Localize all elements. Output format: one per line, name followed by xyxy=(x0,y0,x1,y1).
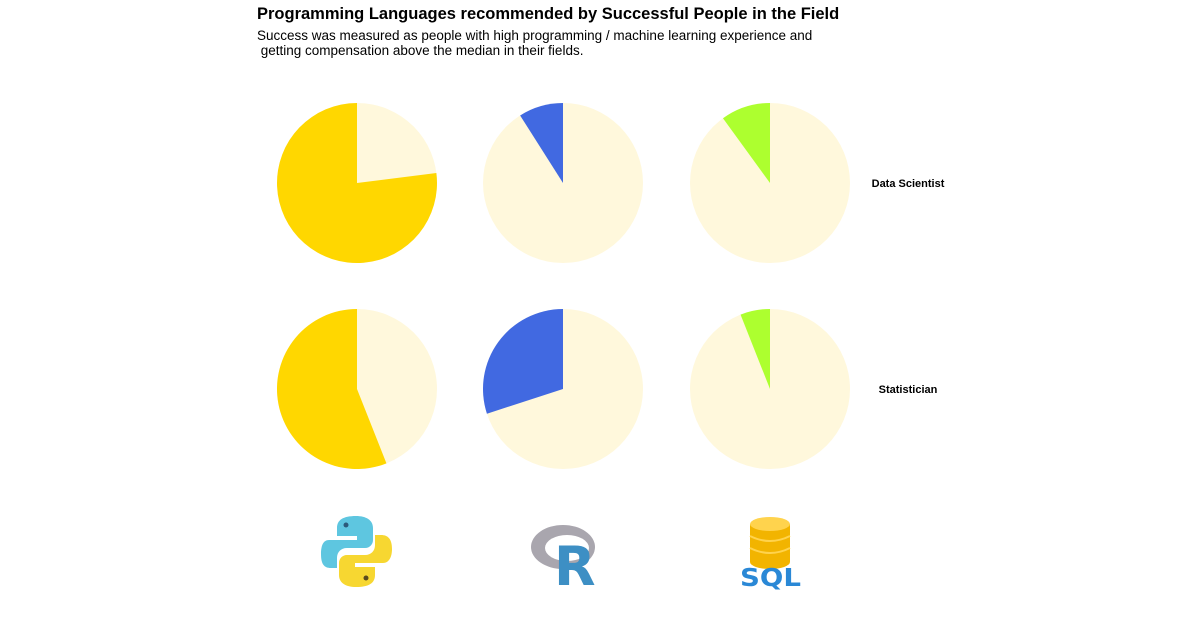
pie-facets xyxy=(276,103,850,469)
sql-database-logo: SQL xyxy=(740,517,801,592)
pie-slice-r xyxy=(520,103,563,183)
pie-statistician-r xyxy=(483,309,643,469)
pie-slice-sql xyxy=(740,309,770,389)
pie-data-scientist-r xyxy=(483,103,643,263)
row-label-statistician: Statistician xyxy=(879,384,938,396)
pie-statistician-python xyxy=(276,309,437,469)
pie-statistician-sql xyxy=(690,309,850,469)
pie-slice-sql xyxy=(722,103,770,183)
chart-subtitle: Success was measured as people with high… xyxy=(257,28,813,58)
pie-slice-r xyxy=(483,309,563,414)
r-logo: R xyxy=(531,525,596,598)
row-labels: Data Scientist Statistician xyxy=(872,178,945,396)
pie-slice-python xyxy=(277,103,438,263)
row-label-data-scientist: Data Scientist xyxy=(872,178,945,190)
r-logo-letter: R xyxy=(554,535,596,598)
pie-slice-python xyxy=(276,309,387,469)
pie-data-scientist-python xyxy=(277,103,438,263)
chart-title: Programming Languages recommended by Suc… xyxy=(257,5,840,23)
python-logo xyxy=(321,516,392,587)
sql-logo-text: SQL xyxy=(740,563,801,592)
pie-data-scientist-sql xyxy=(690,103,850,263)
